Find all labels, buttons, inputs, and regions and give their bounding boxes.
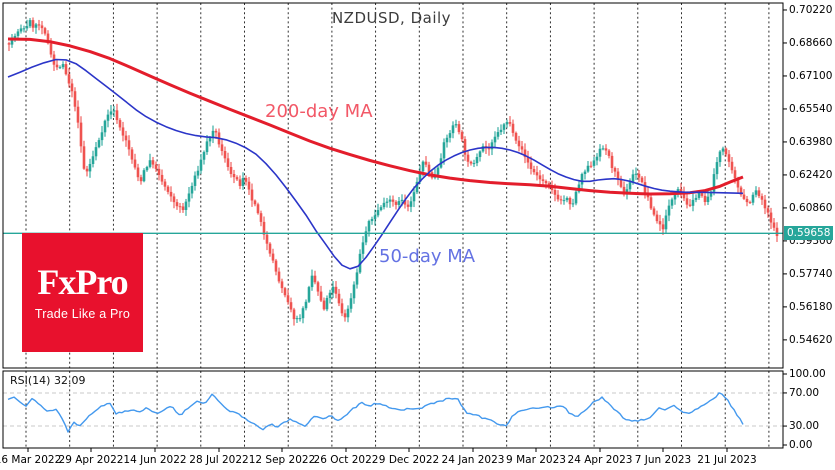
price-tick-label: 0.60860 xyxy=(789,201,833,214)
date-tick-label: 26 Oct 2022 xyxy=(313,454,379,466)
rsi-tick-label: 70.00 xyxy=(789,386,820,399)
axis-ticks xyxy=(27,9,787,452)
ma-200-label: 200-day MA xyxy=(265,101,373,122)
date-tick-label: 16 Mar 2022 xyxy=(0,454,62,466)
price-tick-label: 0.59300 xyxy=(789,234,833,247)
price-tick-label: 0.57740 xyxy=(789,267,833,280)
price-tick-label: 0.63980 xyxy=(789,135,833,148)
ma-50-line xyxy=(7,58,744,270)
date-tick-label: 29 Apr 2022 xyxy=(58,454,124,466)
fxpro-logo: FxPro Trade Like a Pro xyxy=(22,233,143,352)
date-tick-label: 24 Apr 2023 xyxy=(567,454,633,466)
price-tick-label: 0.68660 xyxy=(789,36,833,49)
chart-title: NZDUSD, Daily xyxy=(331,9,452,27)
rsi-tick-label: 100.00 xyxy=(789,368,826,380)
price-tick-label: 0.56180 xyxy=(789,300,833,313)
rsi-level-lines xyxy=(3,392,783,427)
current-price-badge: 0.59658 xyxy=(784,226,833,241)
date-tick-label: 9 Dec 2022 xyxy=(378,454,440,466)
rsi-indicator-label: RSI(14) 32.09 xyxy=(10,374,86,387)
ma-200-line xyxy=(7,37,744,196)
fxpro-brand-text: FxPro xyxy=(37,262,128,302)
rsi-tick-label: 30.00 xyxy=(789,420,820,433)
date-tick-label: 9 Mar 2023 xyxy=(506,454,566,466)
date-tick-label: 21 Jul 2023 xyxy=(697,454,757,466)
rsi-line xyxy=(7,392,744,433)
date-tick-label: 14 Jun 2022 xyxy=(123,454,187,466)
price-tick-label: 0.70220 xyxy=(789,3,833,16)
price-tick-label: 0.67100 xyxy=(789,69,833,82)
ma-50-label: 50-day MA xyxy=(379,246,476,267)
date-tick-label: 24 Jan 2023 xyxy=(441,454,505,466)
fxpro-tagline-text: Trade Like a Pro xyxy=(34,307,131,321)
gridlines xyxy=(25,3,770,448)
candles-layer xyxy=(7,17,779,326)
rsi-panel-border xyxy=(2,370,784,449)
rsi-tick-label: 0.00 xyxy=(789,439,813,451)
price-tick-label: 0.54620 xyxy=(789,333,833,346)
date-tick-label: 12 Sep 2022 xyxy=(248,454,316,466)
date-tick-label: 7 Jun 2023 xyxy=(634,454,692,466)
main-panel-border xyxy=(2,2,784,369)
price-tick-label: 0.62420 xyxy=(789,168,833,181)
price-tick-label: 0.65540 xyxy=(789,102,833,115)
date-tick-label: 28 Jul 2022 xyxy=(189,454,249,466)
